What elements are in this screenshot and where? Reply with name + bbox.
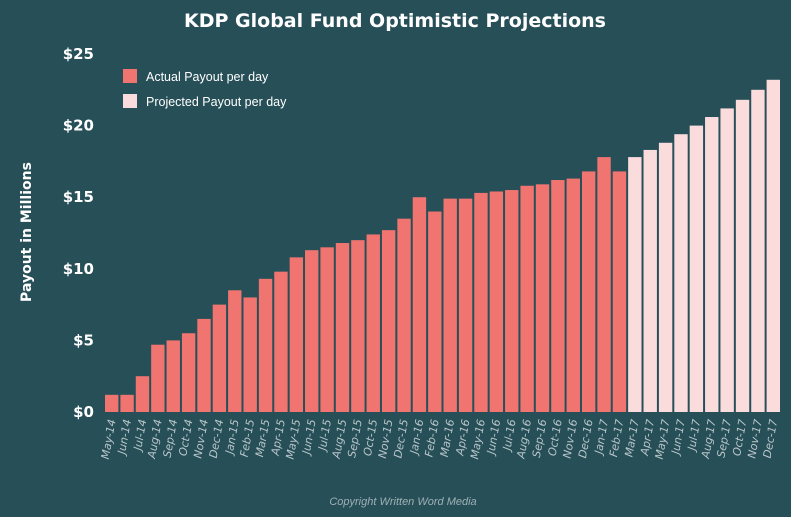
bar-actual xyxy=(397,218,411,412)
x-tick-label: Apr-17 xyxy=(638,418,657,457)
bar-actual xyxy=(197,318,211,412)
x-tick-label: Jun-16 xyxy=(484,418,503,457)
bar-actual xyxy=(535,184,550,412)
bar-actual xyxy=(412,197,427,412)
bar-actual xyxy=(274,271,288,412)
bar-projected xyxy=(735,99,750,412)
legend: Actual Payout per day Projected Payout p… xyxy=(123,69,287,109)
bar-actual xyxy=(305,250,319,412)
x-tick-label: Jul-17 xyxy=(685,418,704,453)
bar-actual xyxy=(505,190,519,412)
x-tick-label: Apr-15 xyxy=(269,418,288,457)
bar-actual xyxy=(381,230,396,412)
bar-actual xyxy=(212,304,227,412)
bar-actual xyxy=(566,178,580,412)
x-axis-ticks: May-14Jun-14Jul-14Aug-14Sep-14Oct-14Nov-… xyxy=(99,418,780,460)
bar-actual xyxy=(105,394,119,412)
x-tick-label: Jan-17 xyxy=(592,418,611,457)
chart-title: KDP Global Fund Optimistic Projections xyxy=(184,10,606,32)
y-tick-label: $10 xyxy=(63,260,94,278)
x-tick-label: Jun-17 xyxy=(669,418,688,457)
x-tick-label: Oct-16 xyxy=(546,418,565,457)
bar-actual xyxy=(597,157,611,412)
bar-projected xyxy=(720,108,734,413)
x-tick-label: Oct-17 xyxy=(730,418,749,457)
bar-actual xyxy=(612,171,627,412)
legend-label-projected: Projected Payout per day xyxy=(146,95,287,109)
x-tick-label: Oct-15 xyxy=(361,418,380,457)
x-tick-label: Oct-14 xyxy=(176,418,195,457)
x-tick-label: Jun-14 xyxy=(115,418,134,457)
bar-actual xyxy=(335,243,350,412)
bar-projected xyxy=(705,117,719,412)
bar-projected xyxy=(628,157,642,412)
x-tick-label: Jul-16 xyxy=(500,418,519,453)
bar-actual xyxy=(320,247,334,412)
bar-actual xyxy=(351,240,365,412)
bar-actual xyxy=(366,234,380,412)
x-tick-label: Jan-15 xyxy=(223,418,242,457)
copyright-text: Copyright Written Word Media xyxy=(329,496,476,508)
x-tick-label: Jul-14 xyxy=(131,418,150,453)
bar-actual xyxy=(443,198,457,412)
bar-actual xyxy=(458,198,473,412)
x-tick-label: Jan-16 xyxy=(407,418,426,457)
bar-actual xyxy=(243,297,257,412)
bar-actual xyxy=(151,344,165,412)
bar-projected xyxy=(643,149,657,412)
bar-actual xyxy=(135,376,150,412)
x-tick-label: Jul-15 xyxy=(315,418,334,453)
y-tick-label: $15 xyxy=(63,188,94,206)
bar-actual xyxy=(581,171,596,412)
y-tick-label: $25 xyxy=(63,45,94,63)
bar-actual xyxy=(428,211,442,412)
bar-actual xyxy=(551,180,565,412)
bar-actual xyxy=(258,278,273,412)
x-tick-label: Apr-16 xyxy=(453,418,472,457)
bar-actual xyxy=(520,185,534,412)
bar-actual xyxy=(120,394,134,412)
y-axis-ticks: $0 $5 $10 $15 $20 $25 xyxy=(63,45,94,421)
y-tick-label: $5 xyxy=(73,331,94,349)
y-axis-label: Payout in Millions xyxy=(19,162,35,302)
legend-swatch-projected xyxy=(123,94,137,108)
bar-projected xyxy=(658,142,673,412)
bar-actual xyxy=(474,192,488,412)
bar-projected xyxy=(751,89,765,413)
bar-projected xyxy=(766,79,780,412)
x-tick-label: Jun-15 xyxy=(299,418,318,457)
bar-projected xyxy=(674,134,688,412)
bar-actual xyxy=(289,257,304,412)
legend-swatch-actual xyxy=(123,69,137,83)
bar-actual xyxy=(166,340,180,412)
bars-group xyxy=(105,79,780,413)
bar-actual xyxy=(181,333,196,412)
bar-actual xyxy=(489,191,504,412)
bar-projected xyxy=(689,125,704,412)
y-tick-label: $0 xyxy=(73,403,94,421)
y-tick-label: $20 xyxy=(63,117,94,135)
bar-actual xyxy=(228,290,242,412)
legend-label-actual: Actual Payout per day xyxy=(146,70,269,84)
